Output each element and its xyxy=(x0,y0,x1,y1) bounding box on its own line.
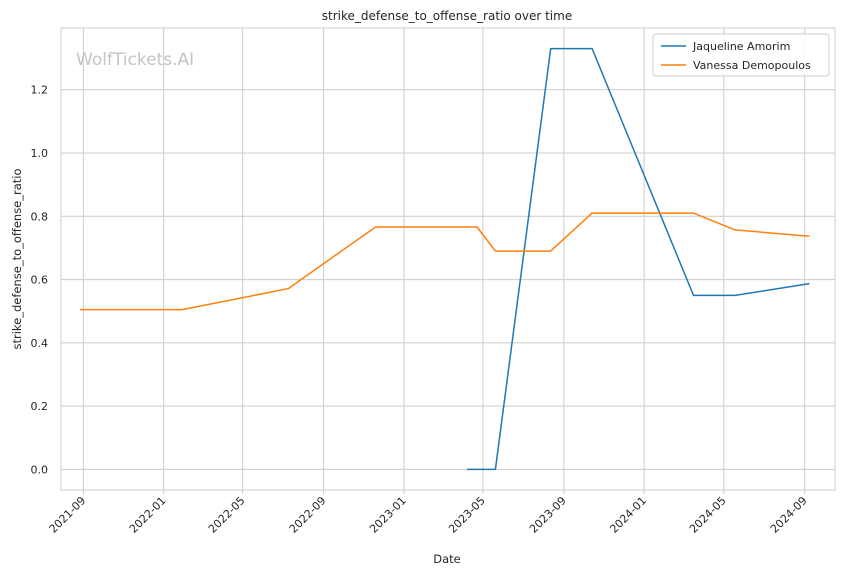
series-line-1 xyxy=(466,47,810,471)
x-tick-label: 2022-05 xyxy=(206,494,248,536)
x-tick-label: 2023-05 xyxy=(446,494,488,536)
x-tick-label: 2024-05 xyxy=(687,494,729,536)
y-tick-label: 0.4 xyxy=(31,337,49,350)
plot-frame xyxy=(60,27,836,491)
y-axis-title: strike_defense_to_offense_ratio xyxy=(10,168,24,349)
y-tick-label: 1.2 xyxy=(31,84,49,97)
x-tick-label: 2024-09 xyxy=(768,494,810,536)
series-line-2 xyxy=(79,212,810,311)
legend-box xyxy=(652,33,830,77)
x-tick-label: 2022-09 xyxy=(287,494,329,536)
y-tick-label: 0.6 xyxy=(31,274,49,287)
y-tick-label: 1.0 xyxy=(31,147,49,160)
x-tick-label: 2022-01 xyxy=(127,494,169,536)
legend-label-1: Jaqueline Amorim xyxy=(692,40,790,53)
x-tick-label: 2024-01 xyxy=(607,494,649,536)
watermark-text: WolfTickets.AI xyxy=(76,50,194,70)
x-tick-label: 2023-09 xyxy=(527,494,569,536)
plot-background xyxy=(61,28,835,490)
x-axis-title: Date xyxy=(433,552,461,566)
legend-label-2: Vanessa Demopoulos xyxy=(693,59,811,72)
x-tick-label: 2021-09 xyxy=(47,494,89,536)
chart-title: strike_defense_to_offense_ratio over tim… xyxy=(322,9,572,23)
y-tick-label: 0.0 xyxy=(31,463,49,476)
x-tick-label: 2023-01 xyxy=(367,494,409,536)
y-tick-label: 0.8 xyxy=(31,210,49,223)
y-tick-label: 0.2 xyxy=(31,400,49,413)
